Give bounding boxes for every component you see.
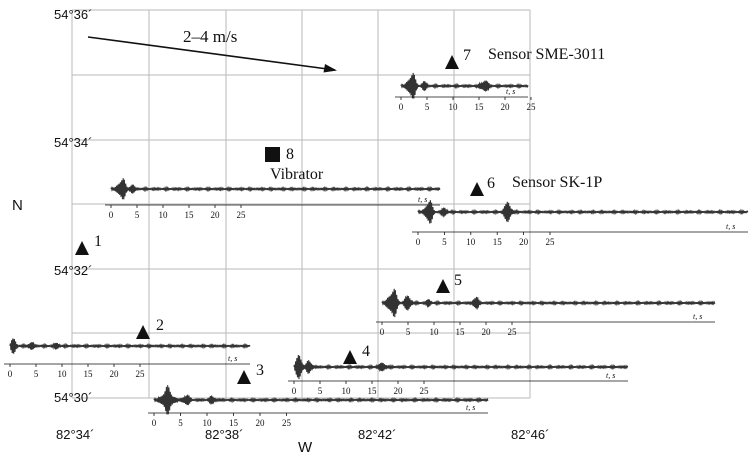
- seismogram-site-6: 0 5 10 15 20 25 t, s: [412, 200, 749, 247]
- lat-label-54-30: 54°30´: [54, 390, 93, 405]
- site-number-7: 7: [463, 47, 471, 64]
- waveform-site-6: [417, 200, 749, 224]
- tick-label-site-6-15: 15: [493, 237, 503, 247]
- tick-label-site-6-25: 25: [546, 237, 556, 247]
- waveform-site-5: [381, 288, 716, 318]
- site-number-4: 4: [362, 343, 370, 360]
- triangle-marker-site-6: [470, 182, 484, 196]
- time-unit-label-site-6: t, s: [726, 222, 735, 231]
- lat-label-54-32: 54°32´: [54, 263, 93, 278]
- triangle-marker-site-4: [343, 350, 357, 364]
- waveform-site-2: [9, 338, 251, 355]
- triangle-marker-site-3: [237, 370, 251, 384]
- tick-label-site-5-25: 25: [508, 327, 518, 337]
- time-unit-label-site-4: t, s: [606, 371, 615, 380]
- triangle-marker-site-1: [75, 241, 89, 255]
- tick-label-site-3-10: 10: [203, 418, 213, 428]
- seismogram-site-3: 0 5 10 15 20 25 t, s: [148, 385, 489, 428]
- tick-label-site-3-20: 20: [256, 418, 266, 428]
- lon-label-82-34: 82°34´: [56, 427, 95, 442]
- tick-label-site-4-15: 15: [368, 386, 378, 396]
- wind-arrow: [87, 36, 337, 73]
- sensor-sk-1p-label: Sensor SK-1P: [512, 174, 603, 191]
- time-unit-label-site-5: t, s: [693, 312, 702, 321]
- tick-label-site-2-10: 10: [58, 369, 68, 379]
- seismogram-site-7: 0 5 10 15 20 25 t, s: [395, 72, 537, 112]
- lat-label-54-34: 54°34´: [54, 135, 93, 150]
- lon-label-82-42: 82°42´: [358, 427, 397, 442]
- site-number-6: 6: [487, 175, 495, 192]
- tick-label-site-8-0: 0: [109, 210, 114, 220]
- west-axis-label: W: [298, 439, 313, 456]
- tick-label-site-7-0: 0: [399, 102, 404, 112]
- tick-label-site-3-25: 25: [282, 418, 292, 428]
- tick-label-site-2-25: 25: [136, 369, 146, 379]
- tick-label-site-7-25: 25: [527, 102, 537, 112]
- tick-label-site-2-0: 0: [8, 369, 13, 379]
- seismogram-site-4: 0 5 10 15 20 25 t, s: [288, 355, 629, 396]
- triangle-marker-site-7: [445, 55, 459, 69]
- site-number-1: 1: [94, 233, 102, 250]
- tick-label-site-4-0: 0: [292, 386, 297, 396]
- site-markers: [75, 55, 484, 384]
- lon-label-82-38: 82°38´: [205, 427, 244, 442]
- tick-label-site-5-10: 10: [430, 327, 440, 337]
- lat-label-54-36: 54°36´: [54, 7, 93, 22]
- tick-label-site-3-15: 15: [229, 418, 239, 428]
- tick-label-site-5-5: 5: [406, 327, 411, 337]
- tick-label-site-3-5: 5: [178, 418, 183, 428]
- seismogram-site-2: 0 5 10 15 20 25 t, s: [4, 338, 251, 379]
- tick-label-site-6-0: 0: [416, 237, 421, 247]
- waveform-site-8: [110, 178, 441, 200]
- tick-label-site-5-20: 20: [482, 327, 492, 337]
- waveform-site-7: [400, 72, 529, 99]
- tick-label-site-4-10: 10: [342, 386, 352, 396]
- tick-label-site-7-15: 15: [475, 102, 485, 112]
- site-number-3: 3: [256, 362, 264, 379]
- tick-label-site-6-20: 20: [519, 237, 529, 247]
- tick-label-site-5-15: 15: [456, 327, 466, 337]
- tick-label-site-8-10: 10: [159, 210, 169, 220]
- tick-label-site-8-5: 5: [135, 210, 140, 220]
- coordinate-grid: [71, 9, 531, 399]
- waveform-site-3: [153, 385, 489, 415]
- tick-label-site-8-25: 25: [237, 210, 247, 220]
- tick-label-site-8-15: 15: [185, 210, 195, 220]
- time-unit-label-site-7: t, s: [506, 87, 515, 96]
- vibrator-label: Vibrator: [270, 166, 324, 183]
- tick-label-site-4-5: 5: [318, 386, 323, 396]
- tick-label-site-8-20: 20: [211, 210, 221, 220]
- tick-label-site-7-20: 20: [501, 102, 511, 112]
- tick-label-site-6-10: 10: [466, 237, 476, 247]
- time-unit-label-site-3: t, s: [466, 403, 475, 412]
- time-unit-label-site-2: t, s: [228, 354, 237, 363]
- site-number-5: 5: [454, 272, 462, 289]
- square-marker-site-8: [265, 147, 280, 162]
- seismogram-site-8: 0 5 10 15 20 25 t, s: [105, 178, 441, 220]
- tick-label-site-2-20: 20: [110, 369, 120, 379]
- site-number-8: 8: [286, 146, 294, 163]
- time-unit-label-site-8: t, s: [418, 195, 427, 204]
- north-axis-label: N: [12, 197, 23, 214]
- triangle-marker-site-2: [136, 325, 150, 339]
- tick-label-site-7-5: 5: [425, 102, 430, 112]
- waveform-site-4: [293, 355, 629, 380]
- tick-label-site-3-0: 0: [152, 418, 157, 428]
- tick-label-site-5-0: 0: [380, 327, 385, 337]
- sensor-sme-3011-label: Sensor SME-3011: [488, 46, 606, 63]
- lon-label-82-46: 82°46´: [511, 427, 550, 442]
- seismogram-site-5: 0 5 10 15 20 25 t, s: [376, 288, 716, 337]
- tick-label-site-4-25: 25: [420, 386, 430, 396]
- tick-label-site-2-15: 15: [84, 369, 94, 379]
- tick-label-site-2-5: 5: [34, 369, 39, 379]
- tick-label-site-4-20: 20: [394, 386, 404, 396]
- wind-speed-label: 2–4 m/s: [183, 27, 238, 46]
- triangle-marker-site-5: [436, 279, 450, 293]
- tick-label-site-7-10: 10: [449, 102, 459, 112]
- seismograms: 0 5 10 15 20 25t, s0 5 10 15 20 25t, s0 5 10 15 20 25t,…: [4, 72, 749, 428]
- site-number-2: 2: [156, 317, 164, 334]
- tick-label-site-6-5: 5: [442, 237, 447, 247]
